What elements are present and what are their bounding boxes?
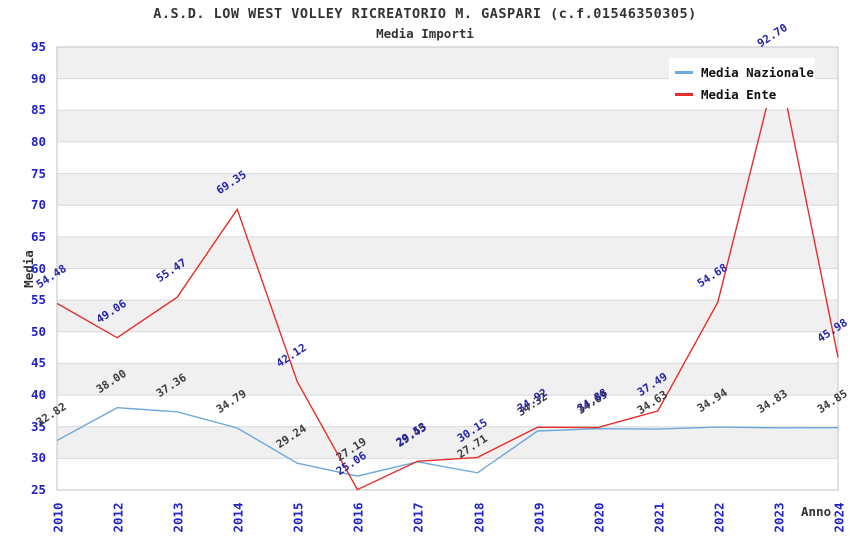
x-axis-title: Anno [801,504,832,519]
legend-label: Media Nazionale [701,64,814,80]
series-line-media-ente [56,61,839,491]
legend-item-media-nazionale: Media Nazionale [675,65,815,80]
series-line-media-nazionale [56,406,839,477]
legend-label: Media Ente [701,86,777,102]
chart-subtitle: Media Importi [376,26,474,41]
chart-title: A.S.D. LOW WEST VOLLEY RICREATORIO M. GA… [153,6,697,22]
legend-line-blue-icon [675,70,693,74]
legend-item-media-ente: Media Ente [675,87,815,102]
legend-line-red-icon [675,92,693,96]
legend: Media Nazionale Media Ente [669,58,815,108]
